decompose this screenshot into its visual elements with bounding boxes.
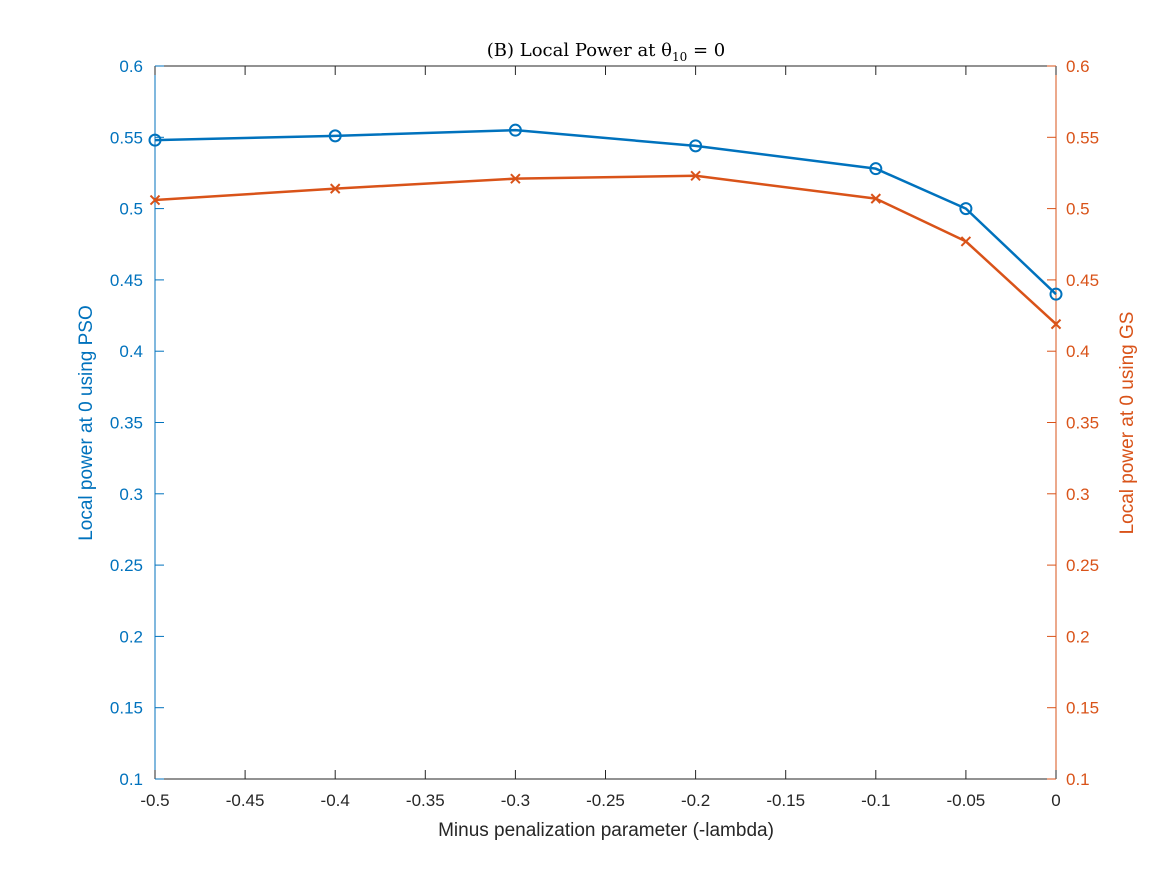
x-tick-label: -0.3 [501,791,530,810]
chart-title-subscript: 10 [672,50,687,64]
series-line-1 [154,128,1057,296]
x-tick-label: -0.45 [226,791,265,810]
ticks-layer: -0.5 -0.45 -0.4 -0.35 -0.3 -0.25 -0.2 -0.15 -0.1… [110,57,1099,810]
series-1-point [689,139,703,153]
y-tick-label-left: 0.4 [119,342,143,361]
y-tick-label-right: 0.4 [1066,342,1090,361]
y-tick-label-left: 0.6 [119,57,143,76]
y-tick-label-left: 0.1 [119,770,143,789]
x-marker-stroke [510,173,521,184]
y-tick-label-right: 0.1 [1066,770,1090,789]
series-2-point [870,193,882,204]
y-tick-label-left: 0.35 [110,414,143,433]
y-tick-label-left: 0.3 [119,485,143,504]
x-tick-label: -0.4 [321,791,350,810]
y-tick-label-right: 0.5 [1066,200,1090,219]
series-1-point [148,133,162,147]
y-tick-label-left: 0.25 [110,556,143,575]
y-tick-label-right: 0.45 [1066,271,1099,290]
series-2-point [960,236,972,247]
chart-title-main: (B) Local Power at θ [487,40,672,61]
x-marker-stroke [690,170,701,182]
y-tick-label-right: 0.25 [1066,556,1099,575]
x-tick-label: -0.15 [766,791,805,810]
x-marker-stroke [149,194,161,206]
y-tick-label-right: 0.6 [1066,57,1090,76]
series-2-point [690,170,701,182]
series-1-point [328,129,342,143]
x-tick-label: -0.05 [947,791,986,810]
y-axis-label-right: Local power at 0 using GS [1117,312,1138,535]
y-tick-label-right: 0.55 [1066,128,1099,147]
y-tick-label-right: 0.2 [1066,627,1090,646]
x-tick-label: -0.25 [586,791,625,810]
x-marker-stroke [329,183,341,194]
x-axis-label: Minus penalization parameter (-lambda) [438,820,774,841]
series-2-point [149,194,161,206]
y-tick-label-left: 0.45 [110,271,143,290]
x-marker-stroke [1050,318,1062,330]
y-axis-label-left: Local power at 0 using PSO [76,305,97,541]
x-tick-label: 0 [1051,791,1060,810]
series-2-point [510,173,521,184]
series-2-point [1050,318,1062,330]
chart-title-suffix: = 0 [687,40,725,61]
series-2-point [329,183,341,194]
y-tick-label-left: 0.2 [119,627,143,646]
series-layer [148,123,1063,330]
y-tick-label-left: 0.15 [110,699,143,718]
chart-title: (B) Local Power at θ10 = 0 [487,40,725,64]
y-tick-label-right: 0.15 [1066,699,1099,718]
series-1-point [1049,287,1063,301]
x-tick-label: -0.1 [861,791,890,810]
series-1-point [869,162,883,176]
series-1-point [959,202,973,216]
y-tick-label-right: 0.3 [1066,485,1090,504]
x-tick-label: -0.35 [406,791,445,810]
x-marker-stroke [870,193,882,204]
series-1-point [508,123,522,137]
x-tick-label: -0.2 [681,791,710,810]
y-tick-label-left: 0.5 [119,200,143,219]
x-tick-label: -0.5 [140,791,169,810]
x-marker-stroke [960,236,972,247]
y-tick-label-left: 0.55 [110,128,143,147]
y-tick-label-right: 0.35 [1066,414,1099,433]
